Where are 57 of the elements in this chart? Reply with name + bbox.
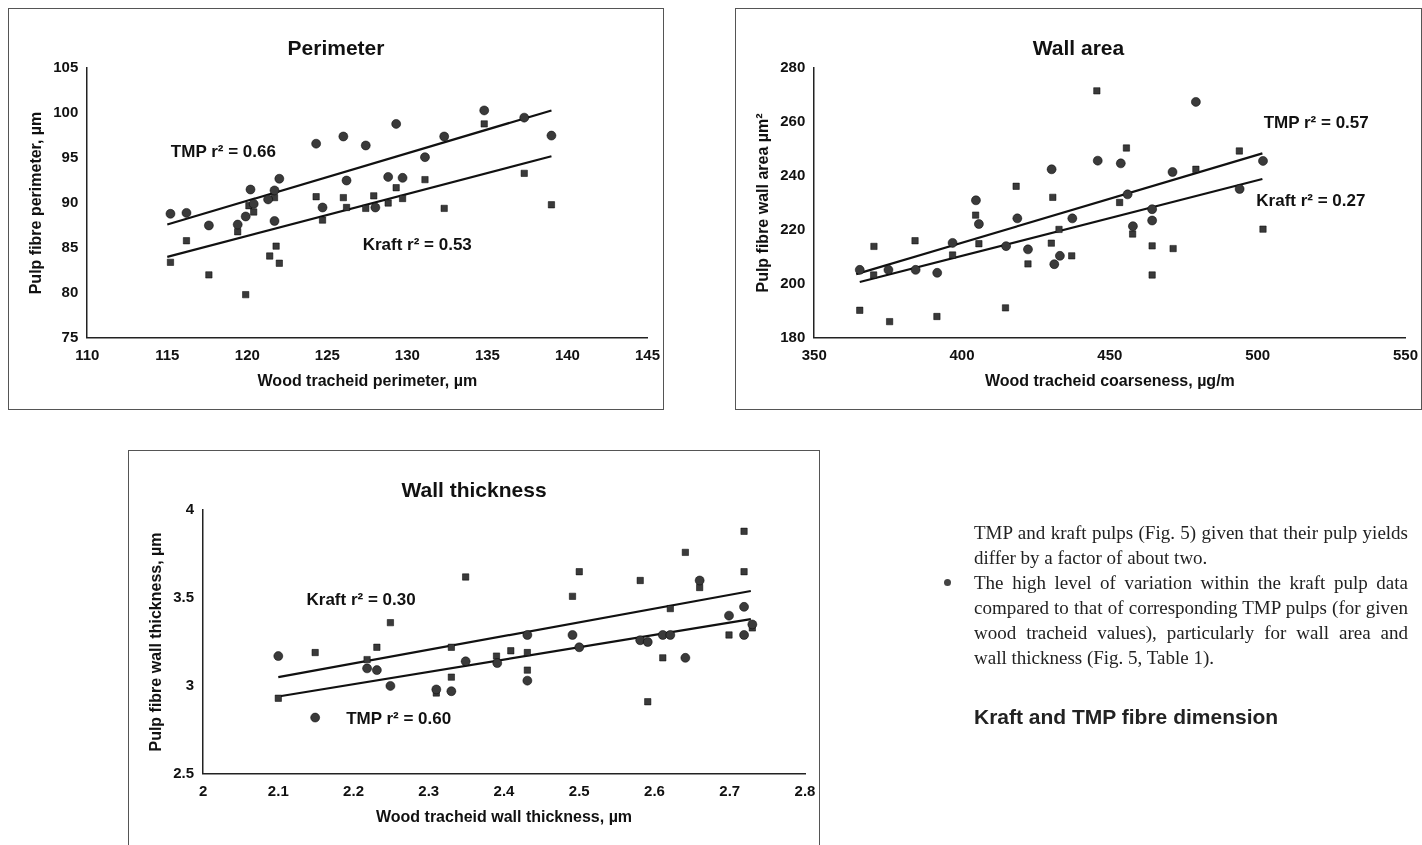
x-tick-label: 550 bbox=[1392, 345, 1418, 363]
x-tick-label: 140 bbox=[554, 345, 580, 363]
annotation: TMP r² = 0.60 bbox=[346, 708, 452, 728]
x-tick-label: 2 bbox=[198, 781, 208, 799]
x-tick-label: 500 bbox=[1245, 345, 1271, 363]
x-tick-label: 125 bbox=[314, 345, 340, 363]
y-tick-label: 3.5 bbox=[173, 588, 195, 606]
x-tick-label: 2.2 bbox=[343, 781, 364, 799]
text: The high level of variation within the kraft pulp data compared to that of corresponding TMP pulps (for given wood tracheid values), particularly for wall area and wall thickness (Fig. 5, Table 1). bbox=[938, 570, 1408, 670]
x-tick-label: 135 bbox=[474, 345, 500, 363]
annotation: Kraft r² = 0.53 bbox=[362, 235, 472, 255]
y-tick-label: 260 bbox=[780, 112, 806, 130]
x-tick-label: 450 bbox=[1097, 345, 1123, 363]
y-axis-title: Pulp fibre wall thickness, µm bbox=[147, 532, 165, 752]
y-tick-label: 100 bbox=[53, 103, 79, 121]
annotation: Kraft r² = 0.30 bbox=[306, 589, 416, 609]
y-tick-label: 280 bbox=[780, 58, 806, 76]
x-tick-label: 145 bbox=[634, 345, 660, 363]
x-tick-label: 400 bbox=[949, 345, 975, 363]
y-axis-title: Pulp fibre wall area µm² bbox=[754, 113, 772, 293]
text: TMP and kraft pulps (Fig. 5) given that their pulp yields differ by a factor of about two. bbox=[973, 521, 1408, 570]
x-axis-title: Wood tracheid wall thickness, µm bbox=[375, 807, 633, 825]
x-tick-label: 2.3 bbox=[418, 781, 440, 799]
y-tick-label: 80 bbox=[61, 283, 79, 301]
y-tick-label: 220 bbox=[780, 220, 806, 238]
x-axis-title: Wood tracheid coarseness, µg/m bbox=[984, 371, 1235, 389]
x-tick-label: 350 bbox=[801, 345, 827, 363]
x-tick-label: 2.4 bbox=[493, 781, 516, 799]
x-tick-label: 2.5 bbox=[568, 781, 590, 799]
x-tick-label: 2.7 bbox=[719, 781, 741, 799]
x-axis-title: Wood tracheid perimeter, µm bbox=[257, 371, 478, 389]
x-tick-label: 110 bbox=[75, 345, 100, 363]
y-tick-label: 3 bbox=[185, 676, 195, 694]
x-tick-label: 130 bbox=[394, 345, 420, 363]
y-tick-label: 105 bbox=[53, 58, 79, 76]
y-tick-label: 95 bbox=[61, 148, 79, 166]
y-tick-label: 2.5 bbox=[173, 763, 195, 781]
y-tick-label: 180 bbox=[780, 327, 806, 345]
annotation: Kraft r² = 0.27 bbox=[1256, 191, 1366, 211]
x-tick-label: 120 bbox=[234, 345, 260, 363]
annotation: TMP r² = 0.57 bbox=[1263, 113, 1369, 133]
y-tick-label: 75 bbox=[61, 327, 79, 345]
y-tick-label: 200 bbox=[780, 274, 806, 292]
y-axis-title: Pulp fibre perimeter, µm bbox=[27, 111, 45, 295]
chart-title: Wall area bbox=[1032, 36, 1125, 60]
x-tick-label: 2.1 bbox=[267, 781, 289, 799]
y-tick-label: 90 bbox=[61, 193, 79, 211]
y-tick-label: 4 bbox=[185, 500, 195, 518]
chart-title: Wall thickness bbox=[401, 478, 547, 502]
x-tick-label: 115 bbox=[155, 345, 180, 363]
y-tick-label: 85 bbox=[61, 238, 79, 256]
x-tick-label: 2.6 bbox=[644, 781, 665, 799]
y-tick-label: 240 bbox=[780, 166, 806, 184]
text: Kraft and TMP fibre dimension bbox=[974, 704, 1280, 729]
chart-title: Perimeter bbox=[287, 36, 385, 60]
annotation: TMP r² = 0.66 bbox=[170, 142, 276, 162]
x-tick-label: 2.8 bbox=[794, 781, 816, 799]
